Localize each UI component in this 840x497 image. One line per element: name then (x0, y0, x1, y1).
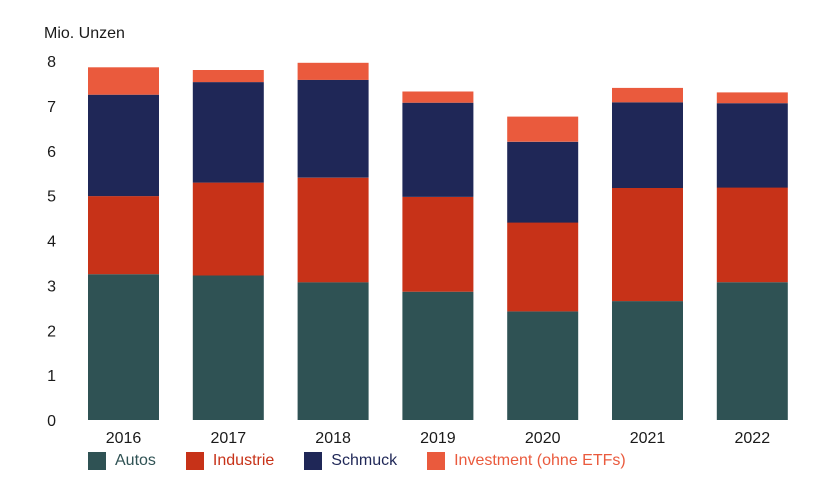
bar-segment-investment-2017 (192, 70, 264, 83)
bar-segment-industrie-2021 (612, 188, 683, 302)
bar-segment-investment-2022 (716, 92, 788, 104)
bar-segment-autos-2017 (192, 275, 264, 420)
bar-segment-industrie-2020 (507, 222, 579, 312)
bar-segment-autos-2020 (507, 311, 579, 420)
bar-segment-schmuck-2022 (716, 103, 788, 188)
y-tick-label: 3 (47, 278, 56, 295)
legend-item: Industrie (185, 452, 275, 470)
legend-item: Schmuck (304, 452, 397, 470)
y-tick-label: 8 (47, 54, 56, 71)
bar-segment-investment-2020 (507, 116, 579, 142)
bar-segment-autos-2021 (612, 301, 683, 420)
bar-segment-investment-2021 (612, 87, 683, 103)
y-tick-label: 0 (47, 413, 56, 430)
bar-segment-schmuck-2021 (612, 102, 683, 188)
legend-label: Industrie (212, 452, 275, 469)
bar-segment-schmuck-2020 (507, 141, 579, 223)
bar-segment-autos-2019 (402, 291, 474, 420)
bar-segment-industrie-2018 (297, 177, 369, 283)
legend-item: Investment (ohne ETFs) (427, 452, 626, 470)
bar-segment-schmuck-2019 (402, 102, 474, 197)
y-tick-label: 5 (47, 189, 56, 206)
bar-segment-schmuck-2018 (297, 79, 369, 178)
legend-swatch (185, 452, 204, 470)
x-tick-label: 2017 (211, 430, 247, 447)
bar-segment-investment-2016 (88, 67, 159, 95)
bar-segment-investment-2018 (297, 62, 369, 80)
y-tick-label: 4 (47, 234, 56, 251)
bars (88, 62, 788, 420)
legend-swatch (427, 452, 446, 470)
x-tick-label: 2022 (735, 430, 771, 447)
unit-label: Mio. Unzen (44, 25, 125, 42)
bar-segment-industrie-2022 (716, 187, 788, 283)
legend: Autos Industrie Schmuck Investment (ohne ET… (88, 452, 656, 470)
y-tick-label: 1 (47, 368, 56, 385)
x-axis: 2016 2017 2018 2019 2020 2021 2022 (106, 430, 770, 447)
legend-label: Autos (115, 452, 156, 469)
bar-segment-autos-2016 (88, 274, 159, 420)
x-tick-label: 2020 (525, 430, 561, 447)
x-tick-label: 2018 (315, 430, 351, 447)
bar-segment-industrie-2017 (192, 182, 264, 276)
x-tick-label: 2021 (630, 430, 666, 447)
legend-item: Autos (88, 452, 156, 470)
legend-swatch (304, 452, 323, 470)
bar-segment-autos-2018 (297, 282, 369, 420)
bar-segment-industrie-2019 (402, 197, 474, 292)
y-axis: 0 1 2 3 4 5 6 7 8 (47, 54, 56, 430)
bar-segment-schmuck-2016 (88, 94, 159, 197)
x-tick-label: 2016 (106, 430, 142, 447)
bar-segment-schmuck-2017 (192, 82, 264, 183)
y-tick-label: 7 (47, 99, 56, 116)
bar-segment-industrie-2016 (88, 196, 159, 275)
legend-label: Investment (ohne ETFs) (454, 452, 626, 469)
x-tick-label: 2019 (420, 430, 456, 447)
bar-segment-investment-2019 (402, 91, 474, 103)
y-tick-label: 6 (47, 144, 56, 161)
legend-label: Schmuck (331, 452, 398, 469)
y-tick-label: 2 (47, 323, 56, 340)
legend-swatch (88, 452, 106, 470)
bar-segment-autos-2022 (716, 282, 788, 420)
